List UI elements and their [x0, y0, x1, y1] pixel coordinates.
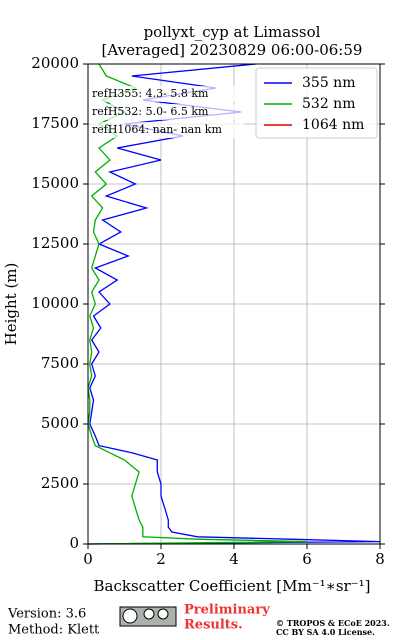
annotation: refH1064: nan- nan km	[92, 123, 222, 136]
x-tick-label: 4	[229, 550, 239, 568]
status: Preliminary	[184, 603, 270, 618]
legend-label: 532 nm	[302, 96, 355, 112]
legend-label: 355 nm	[302, 75, 355, 91]
version: Version: 3.6	[7, 607, 86, 622]
x-tick-label: 8	[375, 550, 385, 568]
legend-box	[255, 67, 378, 139]
x-tick-label: 0	[83, 550, 93, 568]
y-tick-label: 17500	[31, 114, 79, 132]
y-tick-label: 0	[69, 534, 79, 552]
y-tick-label: 5000	[41, 414, 79, 432]
annotation-box	[90, 86, 244, 102]
chart-title: pollyxt_cyp at Limassol	[144, 23, 321, 41]
license-badge	[119, 606, 177, 627]
y-tick-label: 20000	[31, 54, 79, 72]
annotation: refH355: 4.3- 5.8 km	[92, 87, 209, 100]
annotation: refH532: 5.0- 6.5 km	[92, 105, 209, 118]
status: Results.	[184, 618, 243, 633]
annotation-box	[90, 104, 244, 120]
data-line	[87, 63, 308, 545]
copyright: © TROPOS & ECoE 2023.	[276, 618, 390, 628]
y-tick-label: 7500	[41, 354, 79, 372]
y-tick-label: 12500	[31, 234, 79, 252]
y-tick-label: 15000	[31, 174, 79, 192]
method: Method: Klett	[8, 623, 100, 638]
x-tick-label: 2	[156, 550, 166, 568]
legend-label: 1064 nm	[302, 117, 364, 133]
copyright: CC BY SA 4.0 License.	[276, 627, 375, 637]
y-tick-label: 10000	[31, 294, 79, 312]
plot-frame	[87, 63, 381, 545]
chart-title: [Averaged] 20230829 06:00-06:59	[102, 41, 363, 59]
x-axis-label: Backscatter Coefficient [Mm⁻¹∗sr⁻¹]	[94, 577, 371, 595]
data-line	[87, 63, 381, 545]
annotation-box	[90, 122, 244, 138]
y-axis-label: Height (m)	[2, 263, 20, 346]
y-tick-label: 2500	[41, 474, 79, 492]
x-tick-label: 6	[302, 550, 312, 568]
